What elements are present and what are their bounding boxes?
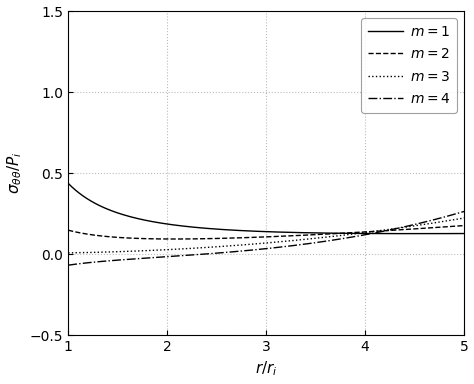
$m = 3$ [65, 251, 71, 255]
$m = 1$ [412, 231, 418, 236]
Line: $m = 4$: $m = 4$ [68, 212, 464, 265]
$m = 2$ [65, 228, 71, 232]
$m = 1$ [461, 231, 467, 236]
$m = 1$ [65, 181, 71, 185]
$m = 3$ [337, 233, 343, 238]
Line: $m = 3$: $m = 3$ [68, 218, 464, 253]
$m = 3$ [226, 244, 231, 248]
$m = 3$ [461, 216, 467, 220]
$m = 2$ [240, 235, 246, 240]
$m = 4$ [240, 249, 246, 253]
Legend: $m = 1$, $m = 2$, $m = 3$, $m = 4$: $m = 1$, $m = 2$, $m = 3$, $m = 4$ [361, 18, 457, 113]
$m = 4$ [461, 209, 467, 214]
Line: $m = 1$: $m = 1$ [68, 183, 464, 233]
$m = 1$ [374, 231, 380, 236]
$m = 2$ [172, 237, 177, 241]
$m = 2$ [374, 229, 380, 233]
$m = 2$ [226, 236, 231, 240]
$m = 1$ [240, 228, 246, 233]
$m = 4$ [381, 229, 387, 233]
$m = 2$ [461, 223, 467, 228]
$m = 4$ [226, 250, 231, 255]
$m = 3$ [106, 250, 111, 254]
$m = 4$ [374, 230, 380, 235]
$m = 1$ [381, 231, 387, 236]
Line: $m = 2$: $m = 2$ [68, 225, 464, 239]
$m = 4$ [106, 258, 111, 263]
$m = 3$ [374, 229, 380, 233]
$m = 2$ [106, 234, 111, 239]
$m = 3$ [381, 228, 387, 232]
$m = 3$ [240, 243, 246, 247]
$m = 2$ [337, 231, 343, 236]
$m = 1$ [337, 231, 343, 235]
X-axis label: $r/r_i$: $r/r_i$ [255, 360, 277, 379]
Y-axis label: $\sigma_{\theta\theta} / P_i$: $\sigma_{\theta\theta} / P_i$ [6, 152, 24, 194]
$m = 2$ [382, 228, 387, 233]
$m = 1$ [106, 207, 111, 212]
$m = 1$ [226, 228, 231, 232]
$m = 4$ [337, 237, 343, 241]
$m = 4$ [65, 263, 71, 268]
